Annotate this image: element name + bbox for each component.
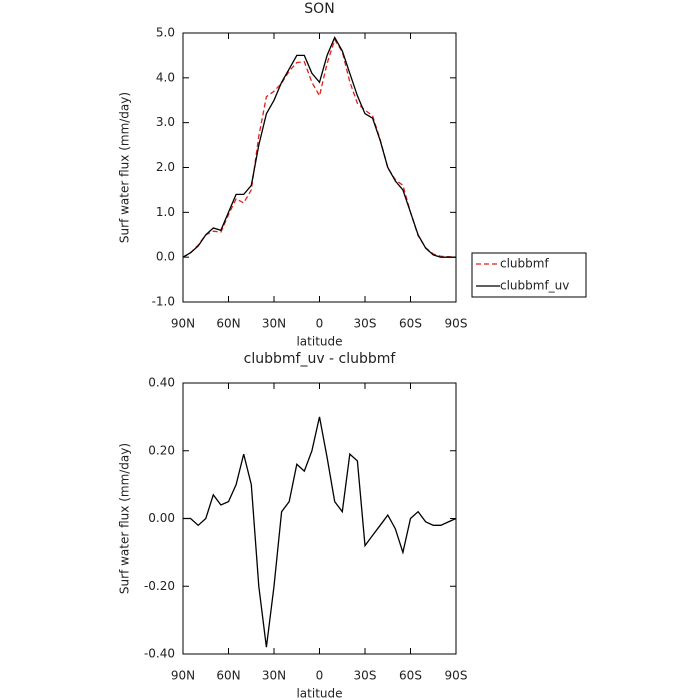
y-tick-label: -1.0	[152, 295, 175, 309]
y-tick-label: -0.40	[144, 647, 175, 661]
x-tick-label: 30N	[262, 317, 286, 331]
x-tick-label: 30S	[354, 669, 377, 683]
y-tick-label: 2.0	[156, 160, 175, 174]
chart-title: clubbmf_uv - clubbmf	[244, 351, 397, 367]
plot-frame	[182, 382, 457, 655]
chart-title: SON	[304, 1, 334, 17]
x-tick-label: 90S	[445, 317, 468, 331]
x-tick-label: 0	[316, 669, 324, 683]
x-axis-label: latitude	[296, 335, 342, 349]
x-tick-label: 60N	[216, 317, 240, 331]
y-tick-label: 0.40	[148, 376, 175, 390]
y-tick-label: 4.0	[156, 70, 175, 84]
y-axis-label: Surf water flux (mm/day)	[118, 443, 132, 594]
x-tick-label: 0	[316, 317, 324, 331]
x-tick-label: 30S	[354, 317, 377, 331]
data-line	[183, 416, 457, 648]
x-tick-label: 60S	[399, 317, 422, 331]
legend-box	[471, 252, 587, 298]
x-tick-label: 90N	[171, 317, 195, 331]
x-tick-label: 60N	[216, 669, 240, 683]
plot-frame	[182, 32, 457, 303]
x-tick-label: 90S	[445, 669, 468, 683]
x-axis-label: latitude	[296, 687, 342, 700]
y-tick-label: 1.0	[156, 205, 175, 219]
legend-label: clubbmf	[500, 257, 549, 271]
y-axis-label: Surf water flux (mm/day)	[118, 92, 132, 243]
y-tick-label: 0.00	[148, 511, 175, 525]
x-tick-label: 60S	[399, 669, 422, 683]
x-tick-label: 90N	[171, 669, 195, 683]
data-line	[182, 36, 456, 258]
x-tick-label: 30N	[262, 669, 286, 683]
y-tick-label: 0.20	[148, 443, 175, 457]
y-tick-label: -0.20	[144, 579, 175, 593]
legend-label: clubbmf_uv	[500, 279, 569, 293]
y-tick-label: 0.0	[156, 250, 175, 264]
y-tick-label: 5.0	[156, 26, 175, 40]
y-tick-label: 3.0	[156, 115, 175, 129]
